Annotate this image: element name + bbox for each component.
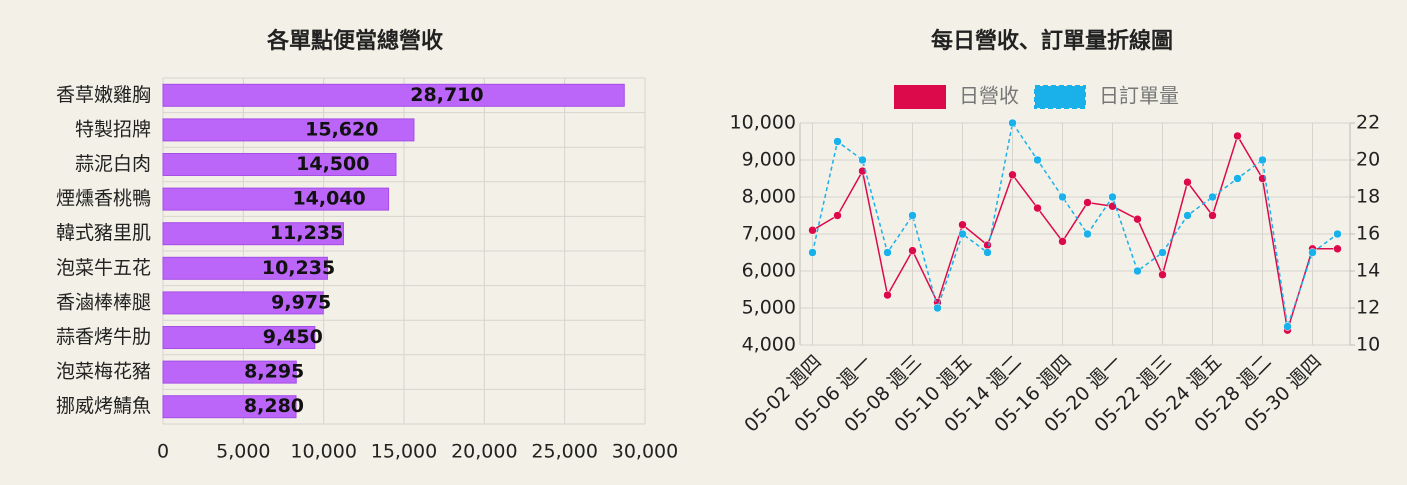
point <box>1208 192 1217 202</box>
point <box>908 211 917 220</box>
point <box>808 248 817 257</box>
bar <box>162 291 324 315</box>
value-label: 9,450 <box>263 326 323 348</box>
value-label: 10,235 <box>262 257 335 279</box>
x-tick-label: 5,000 <box>216 441 270 463</box>
y-tick-label: 香滷棒棒腿 <box>56 291 151 313</box>
point <box>1083 229 1092 239</box>
point <box>833 211 842 220</box>
y-tick-label: 煙燻香桃鴨 <box>56 188 151 210</box>
y-tick-label: 9,000 <box>742 149 796 171</box>
y-tick-label: 蒜泥白肉 <box>75 153 151 175</box>
y2-tick-label: 18 <box>1356 186 1380 208</box>
value-label: 28,710 <box>410 84 483 106</box>
point <box>883 248 892 257</box>
point <box>1058 192 1067 202</box>
line <box>811 121 1338 327</box>
x-tick-label: 0 <box>157 441 169 463</box>
point <box>1333 229 1342 239</box>
point <box>1133 266 1142 276</box>
x-tick-label: 15,000 <box>371 441 437 463</box>
point <box>1183 211 1192 220</box>
legend-swatch <box>1034 85 1086 109</box>
chart-title: 各單點便當總營收 <box>266 28 443 54</box>
y-tick-label: 5,000 <box>742 297 796 319</box>
point <box>833 137 842 146</box>
bar <box>162 360 297 384</box>
point <box>1333 244 1342 254</box>
y-tick-label: 6,000 <box>742 260 796 282</box>
y-tick-label: 韓式豬里肌 <box>56 222 151 244</box>
y-tick-label: 挪威烤鯖魚 <box>56 395 151 417</box>
point <box>883 290 892 300</box>
point <box>1233 174 1242 183</box>
x-tick-label: 10,000 <box>290 441 356 463</box>
point <box>1208 211 1217 220</box>
y2-tick-label: 20 <box>1356 149 1380 171</box>
y-tick-label: 7,000 <box>742 223 796 245</box>
value-label: 8,295 <box>244 361 304 383</box>
point <box>1033 155 1042 165</box>
y-tick-label: 泡菜梅花豬 <box>56 361 151 383</box>
point <box>1108 192 1117 202</box>
bar <box>162 395 297 419</box>
value-label: 15,620 <box>305 118 378 140</box>
x-tick-label: 20,000 <box>451 441 517 463</box>
bar <box>162 256 328 280</box>
point <box>1308 248 1317 257</box>
point <box>1083 198 1092 207</box>
bar <box>162 222 345 246</box>
line <box>812 134 1338 331</box>
value-label: 11,235 <box>270 222 343 244</box>
point <box>1008 118 1017 128</box>
point <box>858 155 867 165</box>
point <box>983 248 992 257</box>
point <box>1283 322 1292 331</box>
value-label: 14,040 <box>292 188 365 210</box>
y-tick-label: 泡菜牛五花 <box>56 257 151 279</box>
bar <box>162 187 390 211</box>
legend-label: 日訂單量 <box>1099 84 1179 108</box>
point <box>1033 203 1042 213</box>
value-label: 14,500 <box>296 153 369 175</box>
point <box>933 303 942 313</box>
y-tick-label: 特製招牌 <box>75 118 151 140</box>
bar <box>162 118 415 142</box>
bar <box>162 83 625 107</box>
y-tick-label: 4,000 <box>742 334 796 356</box>
point <box>983 240 992 250</box>
point <box>808 226 817 235</box>
y2-tick-label: 14 <box>1356 260 1380 282</box>
y-tick-label: 蒜香烤牛肋 <box>56 326 151 348</box>
x-tick-label: 30,000 <box>612 441 678 463</box>
legend-label: 日營收 <box>959 84 1019 108</box>
point <box>1008 170 1017 180</box>
y-tick-label: 8,000 <box>742 186 796 208</box>
point <box>1158 270 1167 279</box>
point <box>958 229 967 239</box>
bar <box>162 153 397 176</box>
value-label: 8,280 <box>244 395 304 417</box>
point <box>958 220 967 229</box>
point <box>1258 155 1267 165</box>
x-tick-label: 25,000 <box>531 441 597 463</box>
y2-tick-label: 10 <box>1356 334 1380 356</box>
y2-tick-label: 16 <box>1356 223 1380 245</box>
point <box>1133 214 1142 224</box>
legend-swatch <box>894 85 946 109</box>
value-label: 9,975 <box>271 291 331 313</box>
y2-tick-label: 12 <box>1356 297 1380 319</box>
y2-tick-label: 22 <box>1356 112 1380 134</box>
chart-title: 每日營收、訂單量折線圖 <box>931 28 1173 54</box>
y-tick-label: 10,000 <box>730 112 796 134</box>
point <box>1233 131 1242 141</box>
point <box>1158 248 1167 257</box>
bar <box>162 326 316 349</box>
point <box>1058 237 1067 246</box>
y-tick-label: 香草嫩雞胸 <box>56 84 151 106</box>
point <box>1183 177 1192 187</box>
point <box>908 246 917 255</box>
